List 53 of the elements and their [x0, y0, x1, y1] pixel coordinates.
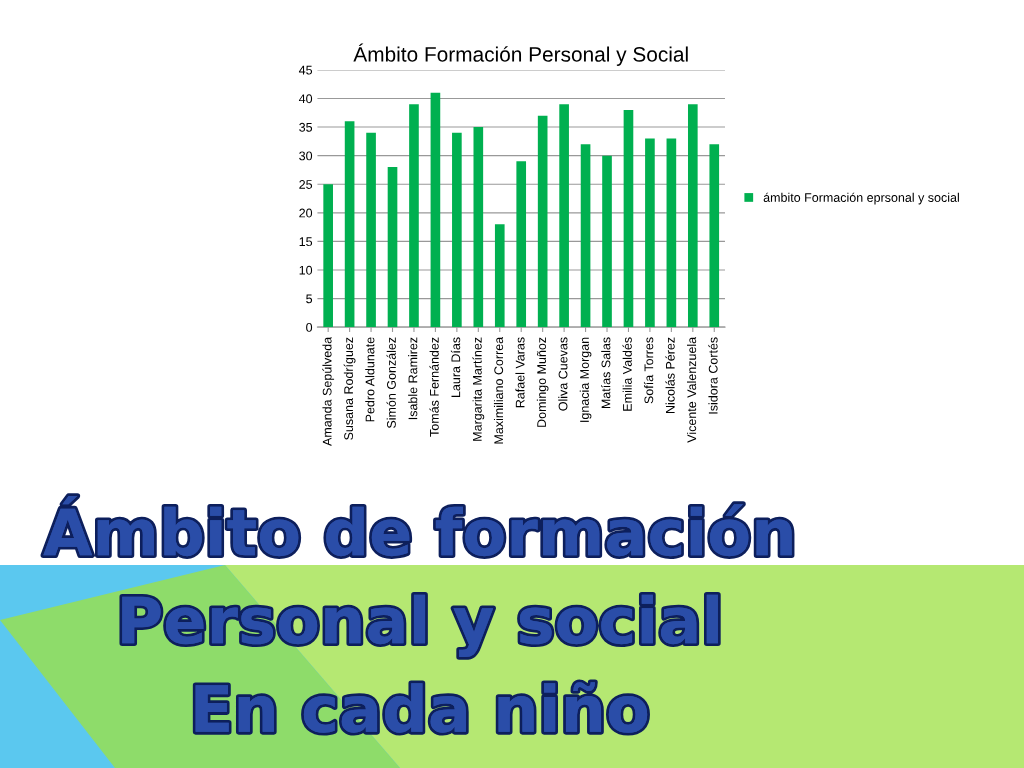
y-tick-label: 35 [299, 122, 313, 132]
text: Ámbito de formación [43, 496, 792, 557]
bar [409, 104, 419, 328]
y-tick-label: 10 [299, 265, 313, 275]
y-tick-label: 25 [299, 180, 313, 189]
legend-label: ámbito Formación eprsonal y social [763, 192, 959, 205]
bar [452, 132, 462, 328]
x-tick-label: Matías Salas [601, 337, 611, 409]
x-tick-label: Pedro Aldunate [365, 337, 375, 422]
bar [323, 184, 333, 328]
text: Personal y social [122, 594, 718, 658]
x-tick-label: Susana Rodríguez [343, 337, 356, 440]
x-tick-label: Rafael Varas [515, 337, 525, 408]
bar [473, 127, 484, 328]
bar [559, 104, 569, 328]
bar [645, 138, 655, 328]
x-tick-label: Nicolás Pérez [665, 337, 675, 413]
bar [430, 92, 441, 328]
y-tick-label: 20 [299, 208, 313, 218]
x-tick-label: Isable Ramirez [408, 337, 418, 420]
bar [602, 155, 612, 328]
y-tick-label: 30 [299, 151, 313, 161]
y-tick-label: 5 [306, 294, 313, 304]
x-tick-label: Emilia Valdés [622, 337, 632, 411]
x-tick-label: Isidora Cortés [708, 337, 718, 414]
y-tick-label: 40 [298, 94, 313, 104]
bar [387, 167, 398, 328]
bar [516, 161, 527, 328]
bar [494, 224, 505, 328]
bar [687, 104, 698, 328]
bar [366, 132, 376, 328]
x-tick-label: Margarita Martínez [472, 337, 485, 441]
x-tick-label: Amanda Sepúlveda [322, 336, 335, 446]
y-tick-label: 15 [299, 237, 313, 247]
y-tick-label: 0 [306, 322, 313, 332]
chart-title: Ámbito Formación Personal y Social [353, 43, 688, 66]
x-tick-label: Tomás Fernández [429, 337, 439, 437]
bar [623, 109, 634, 328]
bar [537, 115, 548, 328]
bar [580, 144, 591, 328]
bar [709, 144, 720, 328]
bar [344, 121, 355, 328]
x-tick-label: Oliva Cuevas [558, 337, 568, 411]
x-tick-label: Maximiliano Correa [493, 336, 504, 444]
y-tick-label: 45 [298, 65, 313, 75]
bar [666, 138, 677, 328]
x-tick-label: Sofía Torres [643, 337, 654, 404]
x-tick-label: Vicente Valenzuela [686, 336, 697, 443]
x-tick-label: Ignacia Morgan [579, 337, 592, 422]
x-tick-label: Simón González [386, 337, 396, 429]
x-tick-label: Laura Días [450, 337, 461, 398]
text: En cada niño [195, 682, 648, 733]
x-tick-label: Domingo Muñoz [536, 337, 549, 427]
